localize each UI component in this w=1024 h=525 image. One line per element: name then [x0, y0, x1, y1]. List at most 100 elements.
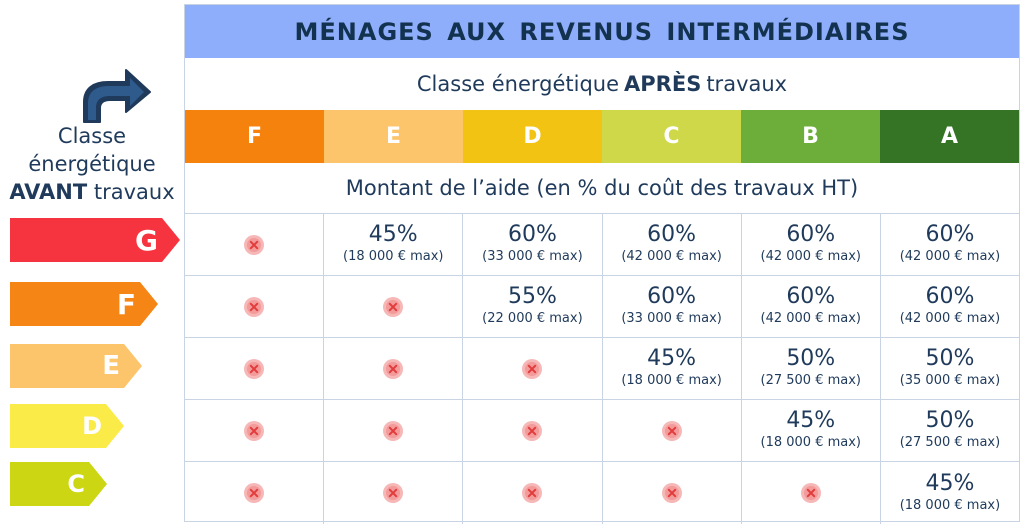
- aid-max: (42 000 € max): [760, 249, 862, 264]
- cross-circle-icon: [244, 296, 265, 317]
- avant-label: Classe énergétique AVANT travaux: [0, 122, 184, 206]
- cross-circle-icon: [522, 483, 543, 503]
- aid-percent: 50%: [925, 346, 975, 371]
- apres-suffix: travaux: [706, 72, 788, 96]
- page-title: MÉNAGES AUX REVENUS INTERMÉDIAIRES: [185, 5, 1019, 58]
- cross-circle-icon: [522, 420, 543, 441]
- before-class-d: D: [10, 404, 124, 448]
- aid-percent: 60%: [786, 222, 836, 247]
- table-row: 45% (18 000 € max): [185, 462, 1019, 524]
- table-cell: 50% (35 000 € max): [879, 338, 1019, 399]
- before-class-label: D: [82, 412, 102, 440]
- before-class-e: E: [10, 344, 142, 388]
- aid-max: (42 000 € max): [760, 311, 862, 326]
- table-cell: [323, 338, 462, 399]
- before-class-label: G: [135, 223, 158, 257]
- after-class-e: E: [324, 110, 463, 163]
- aid-max: (18 000 € max): [343, 249, 444, 264]
- aid-table: MÉNAGES AUX REVENUS INTERMÉDIAIRES Class…: [184, 4, 1020, 524]
- table-cell: [185, 276, 323, 337]
- aid-percent: 50%: [786, 346, 836, 371]
- table-cell: 60% (42 000 € max): [601, 214, 741, 275]
- table-cell: [323, 276, 462, 337]
- cross-circle-icon: [244, 420, 265, 441]
- before-class-label: F: [116, 287, 136, 321]
- aid-max: (27 500 € max): [899, 435, 1001, 450]
- table-cell: 45% (18 000 € max): [879, 462, 1019, 524]
- aid-percent: 60%: [647, 222, 697, 247]
- table-cell: 60% (42 000 € max): [740, 214, 880, 275]
- aid-max: (27 500 € max): [760, 373, 862, 388]
- after-class-c: C: [602, 110, 741, 163]
- avant-line1: Classe: [57, 124, 127, 148]
- cross-circle-icon: [383, 420, 404, 441]
- cross-circle-icon: [244, 234, 265, 255]
- aid-percent: 60%: [786, 284, 836, 309]
- aid-max: (35 000 € max): [899, 373, 1001, 388]
- aid-percent: 55%: [507, 284, 557, 309]
- table-cell: 50% (27 500 € max): [740, 338, 880, 399]
- aid-max: (33 000 € max): [621, 311, 722, 326]
- before-class-label: E: [102, 351, 120, 381]
- aid-max: (18 000 € max): [621, 373, 722, 388]
- table-cell: [601, 400, 741, 461]
- before-class-c: C: [10, 462, 107, 506]
- after-class-d: D: [463, 110, 602, 163]
- aid-max: (18 000 € max): [760, 435, 862, 450]
- table-cell: [462, 338, 601, 399]
- table-cell: [185, 214, 323, 275]
- table-row: 45% (18 000 € max) 50% (27 500 € max): [185, 400, 1019, 462]
- table-cell: [601, 462, 741, 524]
- aid-percent: 50%: [925, 408, 975, 433]
- table-cell: [185, 400, 323, 461]
- apres-header: Classe énergétique APRÈS travaux: [185, 58, 1019, 110]
- table-cell: 60% (42 000 € max): [879, 214, 1019, 275]
- table-row: 45% (18 000 € max) 60% (33 000 € max) 60% (42…: [185, 214, 1019, 276]
- table-cell: [740, 462, 880, 524]
- cross-circle-icon: [244, 358, 265, 379]
- cross-circle-icon: [661, 483, 682, 503]
- cross-circle-icon: [244, 483, 265, 503]
- aid-percent: 60%: [925, 284, 975, 309]
- aid-max: (22 000 € max): [482, 311, 583, 326]
- cross-circle-icon: [383, 296, 404, 317]
- cross-circle-icon: [800, 483, 821, 503]
- avant-bold: AVANT: [9, 180, 88, 204]
- after-class-a: A: [880, 110, 1019, 163]
- curved-arrow-right-icon: [83, 69, 151, 123]
- aid-max: (42 000 € max): [899, 249, 1001, 264]
- table-cell: 55% (22 000 € max): [462, 276, 601, 337]
- after-class-f: F: [185, 110, 324, 163]
- table-row: 55% (22 000 € max) 60% (33 000 € max) 60% (42…: [185, 276, 1019, 338]
- cross-circle-icon: [661, 420, 682, 441]
- table-cell: 50% (27 500 € max): [879, 400, 1019, 461]
- aid-max: (33 000 € max): [482, 249, 583, 264]
- table-row: 45% (18 000 € max) 50% (27 500 € max) 50% (35…: [185, 338, 1019, 400]
- aid-percent: 45%: [786, 408, 836, 433]
- aid-percent: 45%: [925, 470, 975, 496]
- table-cell: [185, 462, 323, 524]
- table-cell: [462, 400, 601, 461]
- table-cell: 60% (42 000 € max): [740, 276, 880, 337]
- montant-header: Montant de l’aide (en % du coût des trav…: [185, 163, 1019, 214]
- aid-max: (42 000 € max): [899, 311, 1001, 326]
- table-cell: 60% (33 000 € max): [601, 276, 741, 337]
- avant-line2: énergétique: [28, 152, 156, 176]
- before-class-f: F: [10, 282, 158, 326]
- apres-prefix: Classe énergétique: [416, 72, 620, 96]
- before-class-g: G: [10, 218, 180, 262]
- cross-circle-icon: [522, 358, 543, 379]
- table-cell: 45% (18 000 € max): [740, 400, 880, 461]
- table-cell: 60% (33 000 € max): [462, 214, 601, 275]
- data-rows: 45% (18 000 € max) 60% (33 000 € max) 60% (42…: [185, 214, 1019, 524]
- table-cell: [323, 462, 462, 524]
- apres-bold: APRÈS: [624, 72, 702, 96]
- aid-percent: 60%: [925, 222, 975, 247]
- aid-max: (42 000 € max): [621, 249, 722, 264]
- table-cell: 60% (42 000 € max): [879, 276, 1019, 337]
- aid-percent: 45%: [368, 222, 418, 247]
- table-cell: [185, 338, 323, 399]
- avant-suffix: travaux: [93, 180, 175, 204]
- cross-circle-icon: [383, 483, 404, 503]
